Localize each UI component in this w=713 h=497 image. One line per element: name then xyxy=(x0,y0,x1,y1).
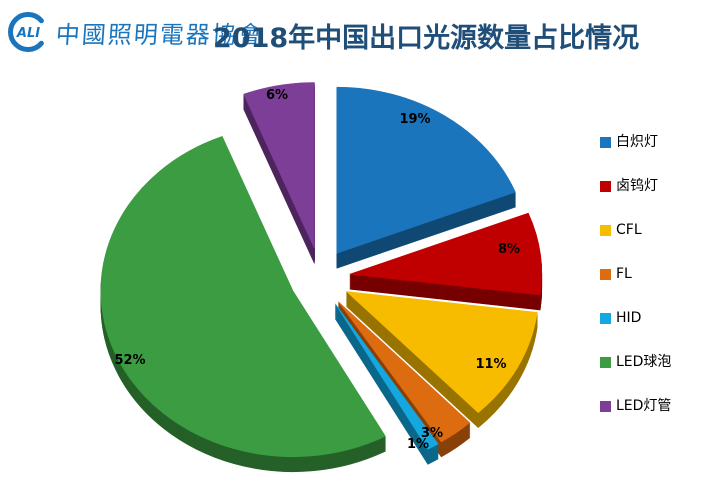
legend-label: FL xyxy=(616,266,632,282)
legend-swatch-icon xyxy=(600,357,611,368)
legend-item-LED球泡: LED球泡 xyxy=(600,355,671,370)
pie-slice-face-FL xyxy=(338,301,471,443)
legend-swatch-icon xyxy=(600,181,611,192)
legend-swatch-icon xyxy=(600,137,611,148)
pie-slice-LED球泡 xyxy=(100,136,386,472)
pie-slice-face-LED灯管 xyxy=(243,82,315,249)
pie-slice-CFL xyxy=(345,291,538,428)
pie-slice-卤钨灯 xyxy=(349,212,543,311)
chart-legend: 白炽灯卤钨灯 CFL FL HID LED球泡 LED灯管 xyxy=(600,135,671,414)
pie-slice-FL xyxy=(338,301,471,458)
pie-slice-face-白炽灯 xyxy=(336,86,516,254)
pie-slice-face-CFL xyxy=(345,291,538,413)
legend-item-FL: FL xyxy=(600,267,671,282)
legend-label: HID xyxy=(616,310,642,326)
pie-slices-group xyxy=(100,82,543,472)
legend-item-HID: HID xyxy=(600,311,671,326)
legend-swatch-icon xyxy=(600,401,611,412)
pie-slice-face-LED球泡 xyxy=(100,136,386,457)
legend-label: 卤钨灯 xyxy=(616,178,658,194)
pie-data-labels-group: 19% 8% 11% 3%1% 52% 6% xyxy=(114,88,520,452)
pie-slice-LED灯管 xyxy=(243,82,315,264)
pie-slice-白炽灯 xyxy=(336,86,516,269)
legend-label: CFL xyxy=(616,222,642,238)
pie-data-label-卤钨灯: 8% xyxy=(498,242,520,257)
legend-item-CFL: CFL xyxy=(600,223,671,238)
pie-data-label-白炽灯: 19% xyxy=(399,112,430,127)
cali-logo: ALI 中國照明電器協會 xyxy=(6,10,265,54)
pie-slice-face-HID xyxy=(335,303,439,450)
chart-title: 2018年中国出口光源数量占比情况 xyxy=(213,23,640,54)
legend-item-卤钨灯: 卤钨灯 xyxy=(600,179,671,194)
legend-swatch-icon xyxy=(600,313,611,324)
pie-data-label-LED球泡: 52% xyxy=(114,353,145,368)
legend-label: LED灯管 xyxy=(616,398,672,414)
legend-item-LED灯管: LED灯管 xyxy=(600,399,671,414)
pie-data-label-HID: 1% xyxy=(407,437,429,452)
cali-logo-emblem-icon: ALI xyxy=(8,12,44,52)
legend-item-白炽灯: 白炽灯 xyxy=(600,135,671,150)
legend-swatch-icon xyxy=(600,269,611,280)
pie-slice-face-卤钨灯 xyxy=(349,212,543,296)
legend-label: 白炽灯 xyxy=(616,134,658,150)
pie-data-label-LED灯管: 6% xyxy=(266,88,288,103)
cali-logo-c-ring-icon xyxy=(8,12,44,52)
pie-data-label-CFL: 11% xyxy=(475,357,506,372)
pie-data-label-FL: 3% xyxy=(421,426,443,441)
cali-logo-emblem-text: ALI xyxy=(16,26,40,41)
pie-slice-HID xyxy=(335,303,439,465)
legend-swatch-icon xyxy=(600,225,611,236)
legend-label: LED球泡 xyxy=(616,354,672,370)
